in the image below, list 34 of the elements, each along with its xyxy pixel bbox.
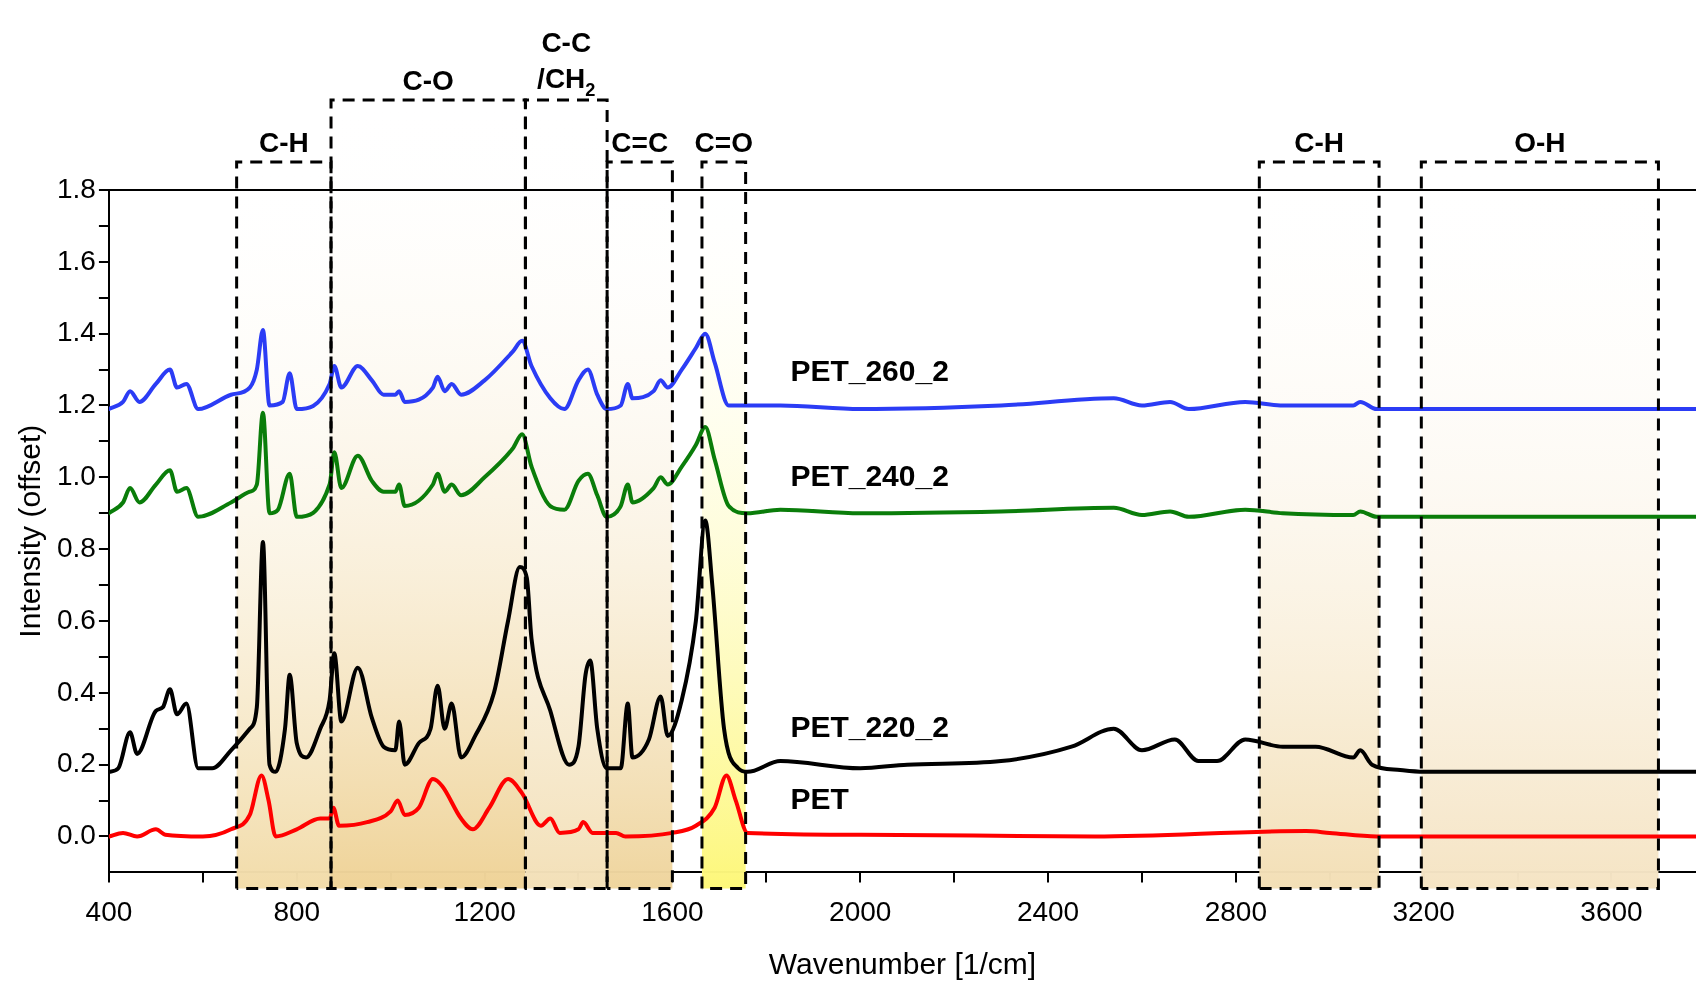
line-series [108,328,1696,412]
line-series [108,773,1696,839]
y-tick-label: 0.4 [56,675,96,707]
x-tick-label: 1200 [453,895,516,927]
y-tick-label: 0.2 [56,747,96,779]
y-tick-label: 1.4 [56,316,96,348]
x-tick-label: 400 [85,895,133,927]
y-tick-label: 0.8 [56,531,96,563]
x-tick-label: 2000 [829,895,892,927]
series-label: PET [790,781,849,815]
band-label: O-H [1514,127,1566,158]
band-label: C-O [402,65,454,96]
y-tick-label: 1.0 [56,460,96,492]
x-tick-label: 2800 [1204,895,1267,927]
y-tick-label: 1.8 [56,172,96,204]
line-series [108,410,1696,519]
band-label: C-H [258,127,309,158]
x-axis-title: Wavenumber [1/cm] [768,947,1037,981]
band-label: C=O [694,127,753,158]
band-label: C=C [611,127,669,158]
y-tick-label: 1.2 [56,388,96,420]
x-tick-label: 800 [273,895,321,927]
band-label: C-H [1294,127,1345,158]
y-tick-label: 0.0 [56,819,96,851]
y-axis-title: Intensity (offset) [13,424,47,638]
x-tick-label: 3600 [1580,895,1643,927]
x-tick-label: 2400 [1016,895,1080,927]
x-tick-label: 1600 [641,895,704,927]
series-label: PET_260_2 [790,354,949,388]
y-tick-label: 1.6 [56,244,96,276]
y-tick-label: 0.6 [56,603,96,635]
series-label: PET_220_2 [790,710,949,744]
series-label: PET_240_2 [790,458,949,492]
x-tick-label: 3200 [1392,895,1455,927]
